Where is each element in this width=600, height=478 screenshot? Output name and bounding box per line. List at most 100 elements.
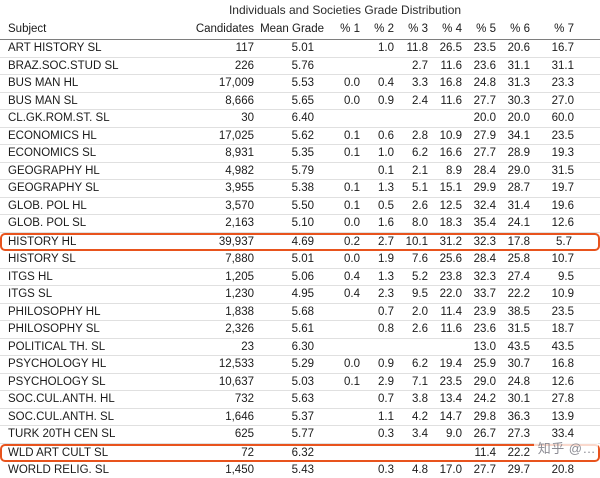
percent-cell: 0.1 [366, 163, 400, 180]
subject-cell: GLOB. POL HL [0, 198, 190, 215]
percent-cell [400, 443, 434, 462]
mean-grade-cell: 5.62 [258, 128, 332, 145]
candidates-cell: 8,666 [190, 93, 258, 110]
subject-cell: ITGS SL [0, 286, 190, 304]
percent-cell: 32.3 [468, 269, 502, 286]
candidates-cell: 4,982 [190, 163, 258, 180]
subject-cell: CL.GK.ROM.ST. SL [0, 110, 190, 128]
percent-cell: 34.1 [502, 128, 536, 145]
percent-cell: 29.0 [502, 163, 536, 180]
percent-cell: 20.6 [502, 40, 536, 58]
candidates-cell: 10,637 [190, 374, 258, 391]
table-body: ART HISTORY SL 117 5.01 1.0 11.8 26.5 23.5 20.6… [0, 40, 600, 478]
mean-grade-cell: 5.37 [258, 409, 332, 426]
percent-cell: 16.8 [434, 75, 468, 93]
percent-cell: 4.2 [400, 409, 434, 426]
percent-cell: 0.0 [332, 75, 366, 93]
candidates-cell: 1,646 [190, 409, 258, 426]
percent-cell [332, 462, 366, 478]
mean-grade-cell: 4.69 [258, 232, 332, 251]
percent-cell: 7.6 [400, 251, 434, 269]
percent-cell: 60.0 [536, 110, 600, 128]
mean-grade-cell: 5.77 [258, 426, 332, 444]
candidates-cell: 2,163 [190, 215, 258, 233]
percent-cell: 23.5 [536, 128, 600, 145]
table-row: BRAZ.SOC.STUD SL 226 5.76 2.7 11.6 23.6 31.1 31… [0, 58, 600, 75]
percent-cell: 2.0 [400, 304, 434, 321]
percent-cell: 16.6 [434, 145, 468, 163]
percent-cell: 0.5 [366, 198, 400, 215]
percent-cell: 11.6 [434, 58, 468, 75]
subject-cell: WORLD RELIG. SL [0, 462, 190, 478]
percent-cell: 1.6 [366, 215, 400, 233]
percent-cell: 0.0 [332, 215, 366, 233]
mean-grade-cell: 5.35 [258, 145, 332, 163]
mean-grade-cell: 5.03 [258, 374, 332, 391]
percent-cell [366, 443, 400, 462]
table-row: SOC.CUL.ANTH. SL 1,646 5.37 1.1 4.2 14.7 29.8 3… [0, 409, 600, 426]
percent-cell: 27.9 [468, 128, 502, 145]
percent-cell: 0.1 [332, 180, 366, 198]
percent-cell: 0.8 [366, 321, 400, 339]
percent-cell: 10.7 [536, 251, 600, 269]
table-row: GLOB. POL SL 2,163 5.10 0.0 1.6 8.0 18.3 35.4 24… [0, 215, 600, 233]
table-row: BUS MAN SL 8,666 5.65 0.0 0.9 2.4 11.6 27.7 30.3… [0, 93, 600, 110]
column-header: % 1 [332, 20, 366, 40]
percent-cell: 25.9 [468, 356, 502, 374]
percent-cell: 0.2 [332, 232, 366, 251]
table-row: WORLD RELIG. SL 1,450 5.43 0.3 4.8 17.0 27.7 29… [0, 462, 600, 478]
percent-cell: 23.8 [434, 269, 468, 286]
percent-cell: 0.1 [332, 374, 366, 391]
percent-cell: 28.4 [468, 251, 502, 269]
percent-cell: 24.1 [502, 215, 536, 233]
percent-cell: 29.0 [468, 374, 502, 391]
mean-grade-cell: 5.01 [258, 40, 332, 58]
subject-cell: GEOGRAPHY SL [0, 180, 190, 198]
percent-cell: 2.3 [366, 286, 400, 304]
percent-cell: 0.7 [366, 304, 400, 321]
candidates-cell: 17,009 [190, 75, 258, 93]
percent-cell: 1.0 [366, 40, 400, 58]
percent-cell [366, 110, 400, 128]
percent-cell [400, 339, 434, 356]
percent-cell: 31.3 [502, 75, 536, 93]
percent-cell: 20.0 [502, 110, 536, 128]
table-row: BUS MAN HL 17,009 5.53 0.0 0.4 3.3 16.8 24.8 31.… [0, 75, 600, 93]
percent-cell: 2.7 [400, 58, 434, 75]
column-header: % 5 [468, 20, 502, 40]
percent-cell: 19.7 [536, 180, 600, 198]
percent-cell [434, 443, 468, 462]
percent-cell: 12.6 [536, 215, 600, 233]
percent-cell: 22.2 [502, 286, 536, 304]
mean-grade-cell: 5.63 [258, 391, 332, 409]
percent-cell: 0.3 [366, 426, 400, 444]
percent-cell: 6.2 [400, 356, 434, 374]
candidates-cell: 17,025 [190, 128, 258, 145]
candidates-cell: 3,570 [190, 198, 258, 215]
percent-cell: 24.8 [468, 75, 502, 93]
subject-cell: ECONOMICS SL [0, 145, 190, 163]
percent-cell: 2.9 [366, 374, 400, 391]
percent-cell: 5.2 [400, 269, 434, 286]
column-header: Mean Grade [258, 20, 332, 40]
percent-cell: 0.0 [332, 251, 366, 269]
mean-grade-cell: 5.29 [258, 356, 332, 374]
percent-cell: 0.1 [332, 128, 366, 145]
table-row: HISTORY SL 7,880 5.01 0.0 1.9 7.6 25.6 28.4 25.8… [0, 251, 600, 269]
subject-cell: BUS MAN HL [0, 75, 190, 93]
percent-cell: 0.1 [332, 145, 366, 163]
percent-cell: 12.5 [434, 198, 468, 215]
percent-cell: 6.2 [400, 145, 434, 163]
candidates-cell: 1,205 [190, 269, 258, 286]
grade-distribution-table: Subject Candidates Mean Grade% 1% 2% 3% 4%… [0, 20, 600, 478]
percent-cell: 9.5 [536, 269, 600, 286]
subject-cell: BUS MAN SL [0, 93, 190, 110]
percent-cell: 0.0 [332, 93, 366, 110]
percent-cell: 1.0 [366, 145, 400, 163]
mean-grade-cell: 5.10 [258, 215, 332, 233]
subject-cell: PHILOSOPHY HL [0, 304, 190, 321]
subject-cell: ART HISTORY SL [0, 40, 190, 58]
percent-cell: 0.9 [366, 93, 400, 110]
mean-grade-cell: 5.68 [258, 304, 332, 321]
table-row: HISTORY HL 39,937 4.69 0.2 2.7 10.1 31.2 32.3 17… [0, 232, 600, 251]
